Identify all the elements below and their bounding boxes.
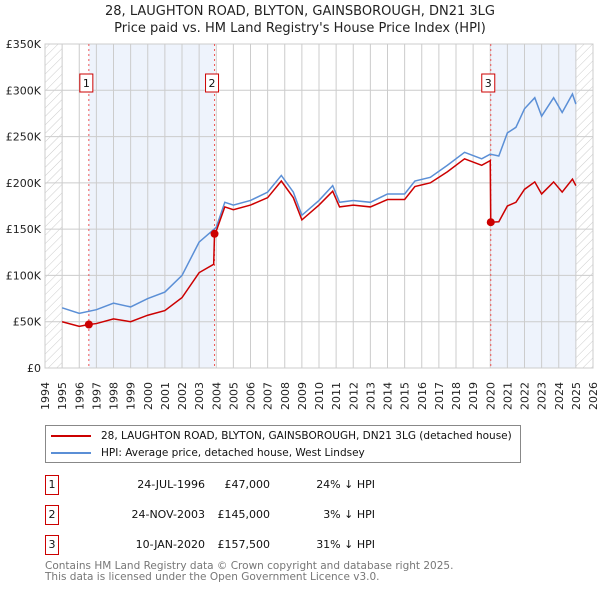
transaction-date: 24-NOV-2003 xyxy=(131,508,205,521)
y-tick-label: £200K xyxy=(6,177,42,190)
sale-label: 3 xyxy=(485,77,492,90)
x-tick-label: 2023 xyxy=(536,382,549,410)
transaction-price: £47,000 xyxy=(224,478,271,491)
x-tick-label: 2004 xyxy=(210,382,223,410)
transaction-number: 1 xyxy=(45,475,59,495)
transaction-price: £157,500 xyxy=(217,538,271,551)
legend-label-hpi: HPI: Average price, detached house, West… xyxy=(101,447,365,459)
sale-label-frame xyxy=(205,73,220,93)
y-tick-label: £50K xyxy=(13,316,42,329)
x-tick-label: 1999 xyxy=(125,382,138,410)
transaction-number: 2 xyxy=(45,505,59,525)
x-tick-label: 2026 xyxy=(587,382,600,410)
sale-label-box: 3 xyxy=(481,73,496,93)
transaction-number: 3 xyxy=(45,535,59,555)
legend: 28, LAUGHTON ROAD, BLYTON, GAINSBOROUGH,… xyxy=(45,425,521,463)
legend-label-property: 28, LAUGHTON ROAD, BLYTON, GAINSBOROUGH,… xyxy=(101,430,512,442)
x-tick-label: 2025 xyxy=(570,382,583,410)
y-tick-label: £100K xyxy=(6,269,42,282)
sale-label: 1 xyxy=(83,77,90,90)
x-tick-label: 1997 xyxy=(90,382,103,410)
property-price-line xyxy=(61,157,577,328)
x-tick-label: 2016 xyxy=(416,382,429,410)
x-tick-label: 2008 xyxy=(279,382,292,410)
x-tick-label: 2007 xyxy=(262,382,275,410)
x-tick-label: 2018 xyxy=(450,382,463,410)
x-tick-label: 2020 xyxy=(484,382,497,410)
y-tick-label: £150K xyxy=(6,223,42,236)
transaction-hpi-diff: 31% ↓ HPI xyxy=(316,538,375,551)
x-tick-label: 2012 xyxy=(347,382,360,410)
y-tick-label: £350K xyxy=(6,38,42,51)
sale-label-frame xyxy=(481,73,496,93)
y-tick-label: £300K xyxy=(6,84,42,97)
sale-label-box: 1 xyxy=(79,73,94,93)
sale-point xyxy=(84,320,93,329)
sale-label-frame xyxy=(79,73,94,93)
footer-licence: This data is licensed under the Open Gov… xyxy=(45,571,380,583)
x-tick-label: 2019 xyxy=(467,382,480,410)
sale-point xyxy=(210,229,219,238)
x-tick-label: 2024 xyxy=(553,382,566,410)
red-line-swatch xyxy=(51,435,91,437)
x-tick-label: 2015 xyxy=(399,382,412,410)
x-tick-label: 2011 xyxy=(330,382,343,410)
x-tick-label: 1995 xyxy=(56,382,69,410)
hpi-line xyxy=(61,92,577,315)
x-tick-label: 2017 xyxy=(433,382,446,410)
x-tick-label: 2010 xyxy=(313,382,326,410)
shaded-period xyxy=(490,44,576,368)
price-chart: 1994 1995 1996 1997 1998 1999 2000 2001 2002 2003… xyxy=(6,38,600,410)
transaction-date: 24-JUL-1996 xyxy=(137,478,205,491)
legend-item-hpi: HPI: Average price, detached house, West… xyxy=(46,445,365,461)
x-tick-label: 2006 xyxy=(245,382,258,410)
x-tick-label: 1996 xyxy=(73,382,86,410)
x-tick-label: 2014 xyxy=(382,382,395,410)
transaction-date: 10-JAN-2020 xyxy=(135,538,205,551)
x-tick-label: 2005 xyxy=(227,382,240,410)
x-tick-label: 2022 xyxy=(519,382,532,410)
y-tick-label: £0 xyxy=(27,362,41,375)
x-tick-label: 1998 xyxy=(108,382,121,410)
transaction-hpi-diff: 24% ↓ HPI xyxy=(316,478,375,491)
plot-border xyxy=(44,43,594,369)
x-tick-label: 2002 xyxy=(176,382,189,410)
blue-line-swatch xyxy=(51,452,91,454)
footer-copyright: Contains HM Land Registry data © Crown c… xyxy=(45,560,454,572)
legend-item-property: 28, LAUGHTON ROAD, BLYTON, GAINSBOROUGH,… xyxy=(46,428,512,444)
chart-title: 28, LAUGHTON ROAD, BLYTON, GAINSBOROUGH,… xyxy=(105,4,495,19)
chart-subtitle: Price paid vs. HM Land Registry's House … xyxy=(114,21,486,36)
y-tick-label: £250K xyxy=(6,131,42,144)
hatched-region-right xyxy=(575,44,593,368)
x-tick-label: 2003 xyxy=(193,382,206,410)
x-tick-label: 2001 xyxy=(159,382,172,410)
sale-label: 2 xyxy=(209,77,216,90)
sale-point xyxy=(486,218,495,227)
transaction-price: £145,000 xyxy=(217,508,271,521)
transaction-hpi-diff: 3% ↓ HPI xyxy=(323,508,375,521)
x-tick-label: 2013 xyxy=(364,382,377,410)
sale-label-box: 2 xyxy=(205,73,220,93)
shaded-period xyxy=(88,44,215,368)
x-tick-label: 2000 xyxy=(142,382,155,410)
hatched-region-left xyxy=(45,44,63,368)
x-tick-label: 2009 xyxy=(296,382,309,410)
x-tick-label: 1994 xyxy=(39,382,52,410)
x-tick-label: 2021 xyxy=(501,382,514,410)
